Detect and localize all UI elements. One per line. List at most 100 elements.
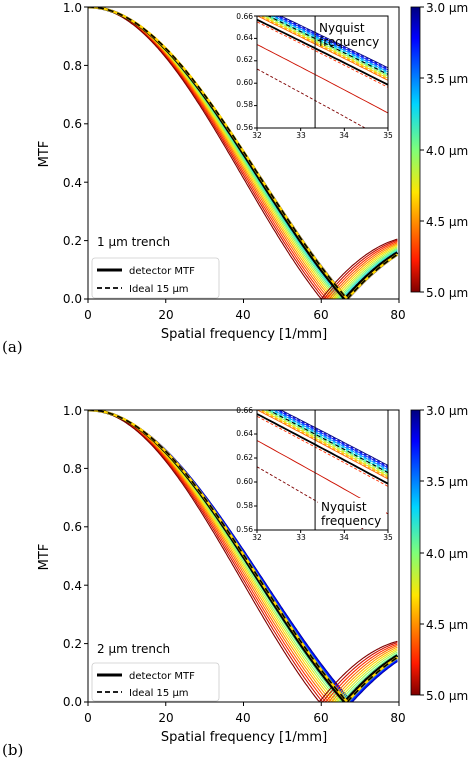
- nyquist-label: frequency: [321, 514, 381, 528]
- axis-ticks-a: [84, 6, 400, 303]
- inset-curve: [257, 21, 388, 88]
- inset-curve: [260, 410, 388, 478]
- y-tick-label: 0.0: [63, 292, 82, 306]
- inset-y-tick: 0.58: [236, 100, 253, 109]
- inset-y-tick: 0.66: [236, 406, 253, 415]
- inset-x-tick: 34: [339, 533, 349, 542]
- inset-curve: [262, 410, 388, 477]
- inset-a: Nyquist frequency 0.56 0.58 0.60 0.62 0.…: [236, 12, 393, 140]
- inset-x-tick: 35: [383, 131, 393, 140]
- nyquist-label-bg: [318, 498, 386, 528]
- colorbar-tick-label: 5.0 μm: [426, 689, 468, 703]
- colorbar-tick-label: 4.0 μm: [426, 144, 468, 158]
- x-axis-label: Spatial frequency [1/mm]: [161, 730, 327, 745]
- nyquist-label: Nyquist: [319, 21, 365, 35]
- inset-curve: [279, 410, 388, 466]
- plot-area-b: [88, 410, 399, 702]
- inset-curve: [272, 410, 388, 471]
- inset-y-tick: 0.64: [236, 429, 253, 438]
- inset-y-tick: 0.62: [236, 453, 253, 462]
- colorbar-tick-label: 4.0 μm: [426, 547, 468, 561]
- y-tick-label: 1.0: [63, 404, 82, 418]
- x-tick-label: 0: [84, 711, 92, 725]
- y-axis-label: MTF: [37, 141, 52, 168]
- colorbar-tick-label: 4.5 μm: [426, 215, 468, 229]
- legend-entry-label: detector MTF: [129, 671, 195, 682]
- inset-curve: [262, 16, 388, 78]
- inset-curve: [266, 16, 388, 76]
- x-tick-label: 20: [158, 711, 173, 725]
- inset-ideal-line: [267, 410, 388, 474]
- inset-x-tick: 32: [252, 131, 262, 140]
- ideal-15um-line: [88, 7, 398, 299]
- inset-y-tick: 0.64: [236, 33, 253, 42]
- inset-y-tick: 0.62: [236, 55, 253, 64]
- colorbar-tick-label: 5.0 μm: [426, 286, 468, 300]
- y-tick-label: 0.8: [63, 462, 82, 476]
- inset-curve: [257, 68, 367, 128]
- inset-curve: [257, 410, 388, 480]
- inset-curve: [271, 16, 388, 73]
- legend-entry-label: detector MTF: [129, 266, 195, 277]
- inset-ideal-line: [266, 16, 388, 76]
- inset-curve: [266, 410, 388, 474]
- inset-y-tick: 0.66: [236, 12, 253, 21]
- inset-curve: [257, 466, 367, 530]
- curves-b: [88, 410, 399, 702]
- inset-x-tick: 33: [296, 533, 306, 542]
- inset-curve: [257, 16, 388, 81]
- y-tick-label: 0.0: [63, 695, 82, 709]
- ideal-15um-line: [88, 410, 398, 702]
- inset-x-tick: 32: [252, 533, 262, 542]
- inset-detector-line: [257, 412, 388, 485]
- y-tick-label: 0.6: [63, 117, 82, 131]
- pixel-size-curve: [88, 410, 398, 702]
- chart-panel-a: 0.0 0.2 0.4 0.6 0.8 1.0 0 20 40 60 80 Sp…: [2, 1, 468, 356]
- legend-b: detector MTF Ideal 15 μm: [91, 662, 220, 702]
- inset-y-tick: 0.56: [236, 525, 253, 534]
- trench-annotation: 1 μm trench: [97, 235, 170, 249]
- y-tick-label: 0.2: [63, 234, 82, 248]
- y-tick-label: 0.4: [63, 176, 82, 190]
- colorbar-tick-label: 3.5 μm: [426, 475, 468, 489]
- inset-curve: [270, 16, 388, 74]
- panel-label-a: (a): [2, 338, 23, 356]
- inset-curve: [258, 410, 388, 479]
- x-axis-label: Spatial frequency [1/mm]: [161, 327, 327, 342]
- inset-curve: [270, 410, 388, 472]
- colorbar-tick-label: 3.5 μm: [426, 72, 468, 86]
- legend-entry-label: Ideal 15 μm: [129, 284, 189, 295]
- inset-curve: [257, 43, 388, 114]
- y-tick-label: 0.2: [63, 637, 82, 651]
- y-tick-label: 0.8: [63, 59, 82, 73]
- x-tick-label: 0: [84, 308, 92, 322]
- panel-label-b: (b): [2, 741, 23, 759]
- curves-a: [88, 7, 399, 299]
- y-tick-label: 0.4: [63, 579, 82, 593]
- inset-y-tick: 0.58: [236, 501, 253, 510]
- pixel-size-curve: [88, 7, 398, 299]
- colorbar-tick-label: 3.0 μm: [426, 404, 468, 418]
- inset-y-tick: 0.60: [236, 477, 253, 486]
- inset-x-tick: 34: [339, 131, 349, 140]
- y-tick-label: 0.6: [63, 520, 82, 534]
- inset-b: Nyquist frequency 0.56 0.58 0.60 0.62 0.…: [236, 406, 393, 542]
- inset-curve: [258, 16, 388, 80]
- x-tick-label: 20: [158, 308, 173, 322]
- inset-detector-line: [257, 18, 388, 86]
- inset-curve: [275, 16, 388, 71]
- y-tick-label: 1.0: [63, 1, 82, 15]
- inset-y-tick: 0.56: [236, 123, 253, 132]
- inset-curve: [279, 16, 388, 69]
- colorbar-a: 3.0 μm 3.5 μm 4.0 μm 4.5 μm 5.0 μm: [410, 1, 468, 300]
- colorbar-tick-label: 3.0 μm: [426, 1, 468, 15]
- inset-curve: [276, 410, 388, 469]
- inset-curve: [257, 415, 388, 487]
- x-tick-label: 60: [313, 711, 328, 725]
- legend-a: detector MTF Ideal 15 μm: [91, 257, 220, 299]
- nyquist-label: Nyquist: [321, 500, 367, 514]
- colorbar-b: 3.0 μm 3.5 μm 4.0 μm 4.5 μm 5.0 μm: [410, 404, 468, 703]
- x-tick-label: 40: [235, 711, 250, 725]
- inset-curve: [274, 410, 388, 470]
